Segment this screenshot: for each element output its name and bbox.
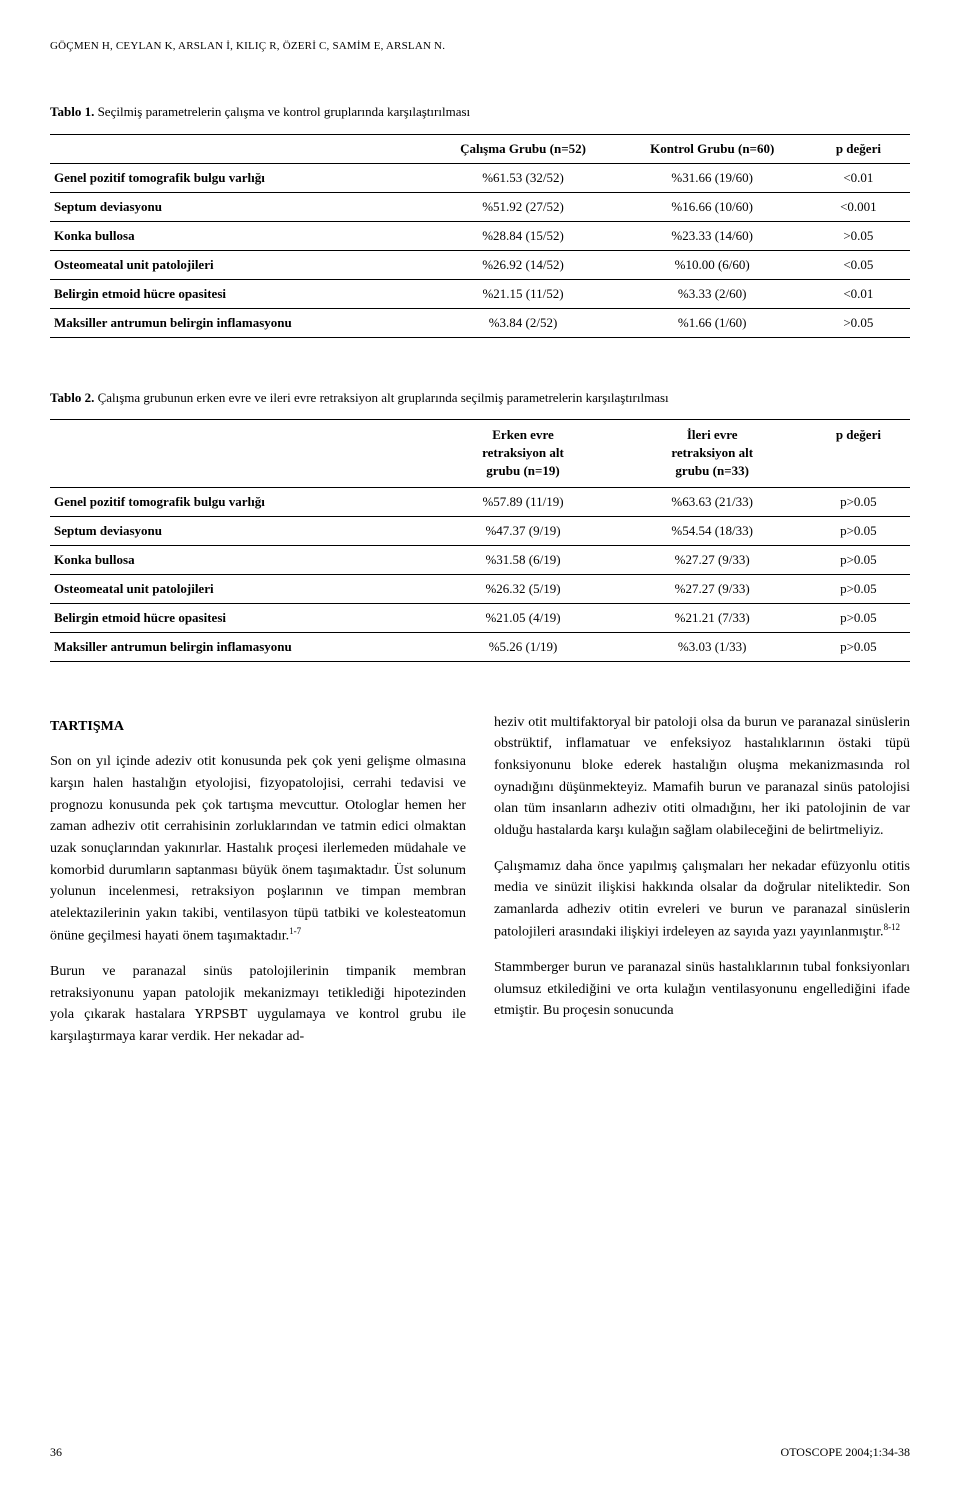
table-cell: %26.32 (5/19)	[428, 574, 617, 603]
table1-title: Tablo 1. Seçilmiş parametrelerin çalışma…	[50, 102, 910, 122]
table-cell: >0.05	[807, 221, 910, 250]
table-cell: %26.92 (14/52)	[428, 250, 617, 279]
table-cell: %3.33 (2/60)	[618, 279, 807, 308]
table-cell: Belirgin etmoid hücre opasitesi	[50, 279, 428, 308]
right-para-2: Çalışmamız daha önce yapılmış çalışmalar…	[494, 856, 910, 943]
right-column: heziv otit multifaktoryal bir patoloji o…	[494, 712, 910, 1062]
page-number: 36	[50, 1445, 62, 1460]
table-cell: %28.84 (15/52)	[428, 221, 617, 250]
table-cell: <0.01	[807, 163, 910, 192]
discussion-columns: TARTIŞMA Son on yıl içinde adeziv otit k…	[50, 712, 910, 1062]
table-cell: p>0.05	[807, 516, 910, 545]
left-para-1: Son on yıl içinde adeziv otit konusunda …	[50, 751, 466, 947]
table-row: Maksiller antrumun belirgin inflamasyonu…	[50, 308, 910, 337]
table-row: Belirgin etmoid hücre opasitesi%21.15 (1…	[50, 279, 910, 308]
table-cell: <0.001	[807, 192, 910, 221]
table2-h0	[50, 420, 428, 488]
left-para-2: Burun ve paranazal sinüs patolojilerinin…	[50, 961, 466, 1048]
table-cell: %57.89 (11/19)	[428, 487, 617, 516]
table-cell: %16.66 (10/60)	[618, 192, 807, 221]
table-cell: Konka bullosa	[50, 221, 428, 250]
table-row: Maksiller antrumun belirgin inflamasyonu…	[50, 632, 910, 661]
table-row: Genel pozitif tomografik bulgu varlığı%6…	[50, 163, 910, 192]
table-cell: Septum deviasyonu	[50, 192, 428, 221]
page-footer: 36 OTOSCOPE 2004;1:34-38	[50, 1445, 910, 1460]
table-cell: %51.92 (27/52)	[428, 192, 617, 221]
table-cell: %21.15 (11/52)	[428, 279, 617, 308]
table-cell: Maksiller antrumun belirgin inflamasyonu	[50, 632, 428, 661]
table-cell: <0.01	[807, 279, 910, 308]
table-cell: %54.54 (18/33)	[618, 516, 807, 545]
table-cell: %63.63 (21/33)	[618, 487, 807, 516]
table-cell: p>0.05	[807, 574, 910, 603]
table2-h2: İleri evreretraksiyon altgrubu (n=33)	[618, 420, 807, 488]
table2-title-bold: Tablo 2.	[50, 390, 94, 405]
table-row: Belirgin etmoid hücre opasitesi%21.05 (4…	[50, 603, 910, 632]
table2-h1: Erken evreretraksiyon altgrubu (n=19)	[428, 420, 617, 488]
table-cell: p>0.05	[807, 545, 910, 574]
right-para-3: Stammberger burun ve paranazal sinüs has…	[494, 957, 910, 1022]
table-row: Septum deviasyonu%51.92 (27/52)%16.66 (1…	[50, 192, 910, 221]
table-cell: Osteomeatal unit patolojileri	[50, 574, 428, 603]
journal-ref: OTOSCOPE 2004;1:34-38	[781, 1445, 910, 1460]
table-cell: >0.05	[807, 308, 910, 337]
table1-h0	[50, 134, 428, 163]
author-header: GÖÇMEN H, CEYLAN K, ARSLAN İ, KILIÇ R, Ö…	[50, 40, 910, 52]
table-cell: %27.27 (9/33)	[618, 574, 807, 603]
table-row: Osteomeatal unit patolojileri%26.92 (14/…	[50, 250, 910, 279]
table1-h1: Çalışma Grubu (n=52)	[428, 134, 617, 163]
discussion-heading: TARTIŞMA	[50, 716, 466, 738]
table-row: Konka bullosa%28.84 (15/52)%23.33 (14/60…	[50, 221, 910, 250]
table2-title: Tablo 2. Çalışma grubunun erken evre ve …	[50, 388, 910, 408]
table-row: Septum deviasyonu%47.37 (9/19)%54.54 (18…	[50, 516, 910, 545]
table2-title-text: Çalışma grubunun erken evre ve ileri evr…	[98, 390, 669, 405]
right-para-1: heziv otit multifaktoryal bir patoloji o…	[494, 712, 910, 842]
table-cell: %61.53 (32/52)	[428, 163, 617, 192]
table-cell: %31.66 (19/60)	[618, 163, 807, 192]
table-cell: p>0.05	[807, 603, 910, 632]
table-cell: Septum deviasyonu	[50, 516, 428, 545]
table1-h3: p değeri	[807, 134, 910, 163]
left-column: TARTIŞMA Son on yıl içinde adeziv otit k…	[50, 712, 466, 1062]
table-cell: <0.05	[807, 250, 910, 279]
table-cell: Genel pozitif tomografik bulgu varlığı	[50, 163, 428, 192]
table2-h3: p değeri	[807, 420, 910, 488]
table-row: Genel pozitif tomografik bulgu varlığı%5…	[50, 487, 910, 516]
table-cell: %47.37 (9/19)	[428, 516, 617, 545]
table-row: Konka bullosa%31.58 (6/19)%27.27 (9/33)p…	[50, 545, 910, 574]
table1-title-bold: Tablo 1.	[50, 104, 94, 119]
table2: Erken evreretraksiyon altgrubu (n=19) İl…	[50, 419, 910, 662]
table-cell: %1.66 (1/60)	[618, 308, 807, 337]
table-cell: Belirgin etmoid hücre opasitesi	[50, 603, 428, 632]
table-cell: %10.00 (6/60)	[618, 250, 807, 279]
table1-h2: Kontrol Grubu (n=60)	[618, 134, 807, 163]
table-cell: %3.84 (2/52)	[428, 308, 617, 337]
table-cell: p>0.05	[807, 487, 910, 516]
table-cell: Osteomeatal unit patolojileri	[50, 250, 428, 279]
table-cell: %27.27 (9/33)	[618, 545, 807, 574]
table-cell: %21.05 (4/19)	[428, 603, 617, 632]
table-cell: Genel pozitif tomografik bulgu varlığı	[50, 487, 428, 516]
table-cell: Konka bullosa	[50, 545, 428, 574]
table-cell: %3.03 (1/33)	[618, 632, 807, 661]
table1: Çalışma Grubu (n=52) Kontrol Grubu (n=60…	[50, 134, 910, 338]
table-cell: p>0.05	[807, 632, 910, 661]
table-row: Osteomeatal unit patolojileri%26.32 (5/1…	[50, 574, 910, 603]
table-cell: %31.58 (6/19)	[428, 545, 617, 574]
table-cell: %21.21 (7/33)	[618, 603, 807, 632]
table-cell: Maksiller antrumun belirgin inflamasyonu	[50, 308, 428, 337]
table-cell: %23.33 (14/60)	[618, 221, 807, 250]
table-cell: %5.26 (1/19)	[428, 632, 617, 661]
table1-title-text: Seçilmiş parametrelerin çalışma ve kontr…	[98, 104, 471, 119]
